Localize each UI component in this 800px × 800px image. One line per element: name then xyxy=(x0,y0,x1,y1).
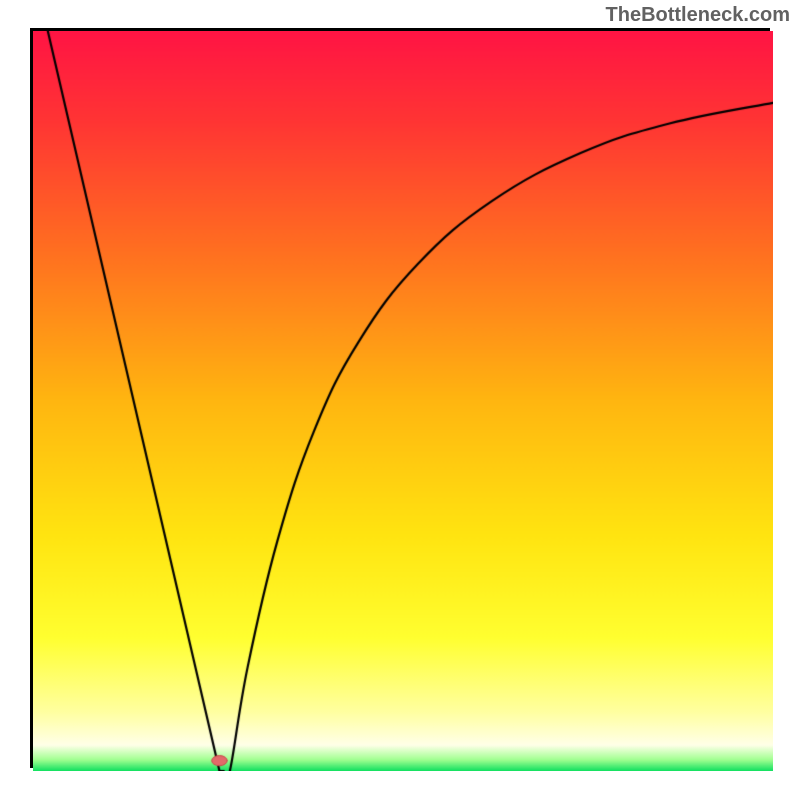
plot-canvas xyxy=(33,31,773,771)
watermark-text: TheBottleneck.com xyxy=(606,4,790,27)
plot-frame xyxy=(30,28,770,768)
chart-container: TheBottleneck.com xyxy=(0,0,800,800)
